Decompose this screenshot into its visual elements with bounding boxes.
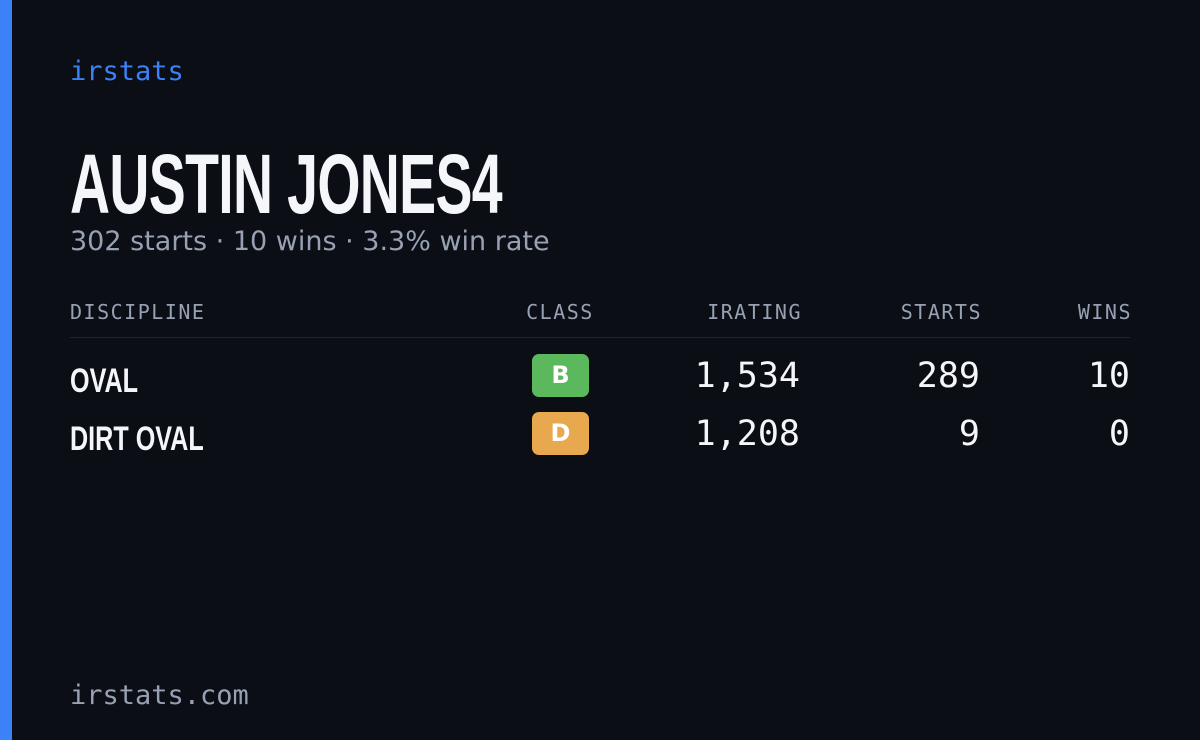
column-header: IRATING [707,300,802,324]
class-badge: D [532,412,589,455]
column-header: STARTS [900,300,982,324]
irating: 1,208 [694,414,800,454]
irating: 1,534 [694,356,800,396]
starts: 289 [916,356,980,396]
discipline: DIRT OVAL [70,420,204,458]
starts: 9 [958,414,980,454]
wins: 10 [1087,356,1130,396]
column-header: DISCIPLINE [70,300,206,324]
brand: irstats [70,56,184,87]
discipline: OVAL [70,362,139,400]
footer-domain: irstats.com [70,680,249,711]
driver-summary: 302 starts · 10 wins · 3.3% win rate [70,226,550,257]
driver-name: AUSTIN JONES4 [70,137,503,231]
column-header: CLASS [526,300,594,324]
wins: 0 [1108,414,1130,454]
accent-bar [0,0,12,740]
column-header: WINS [1077,300,1132,324]
class-badge: B [532,354,589,397]
header-divider [70,337,1130,338]
